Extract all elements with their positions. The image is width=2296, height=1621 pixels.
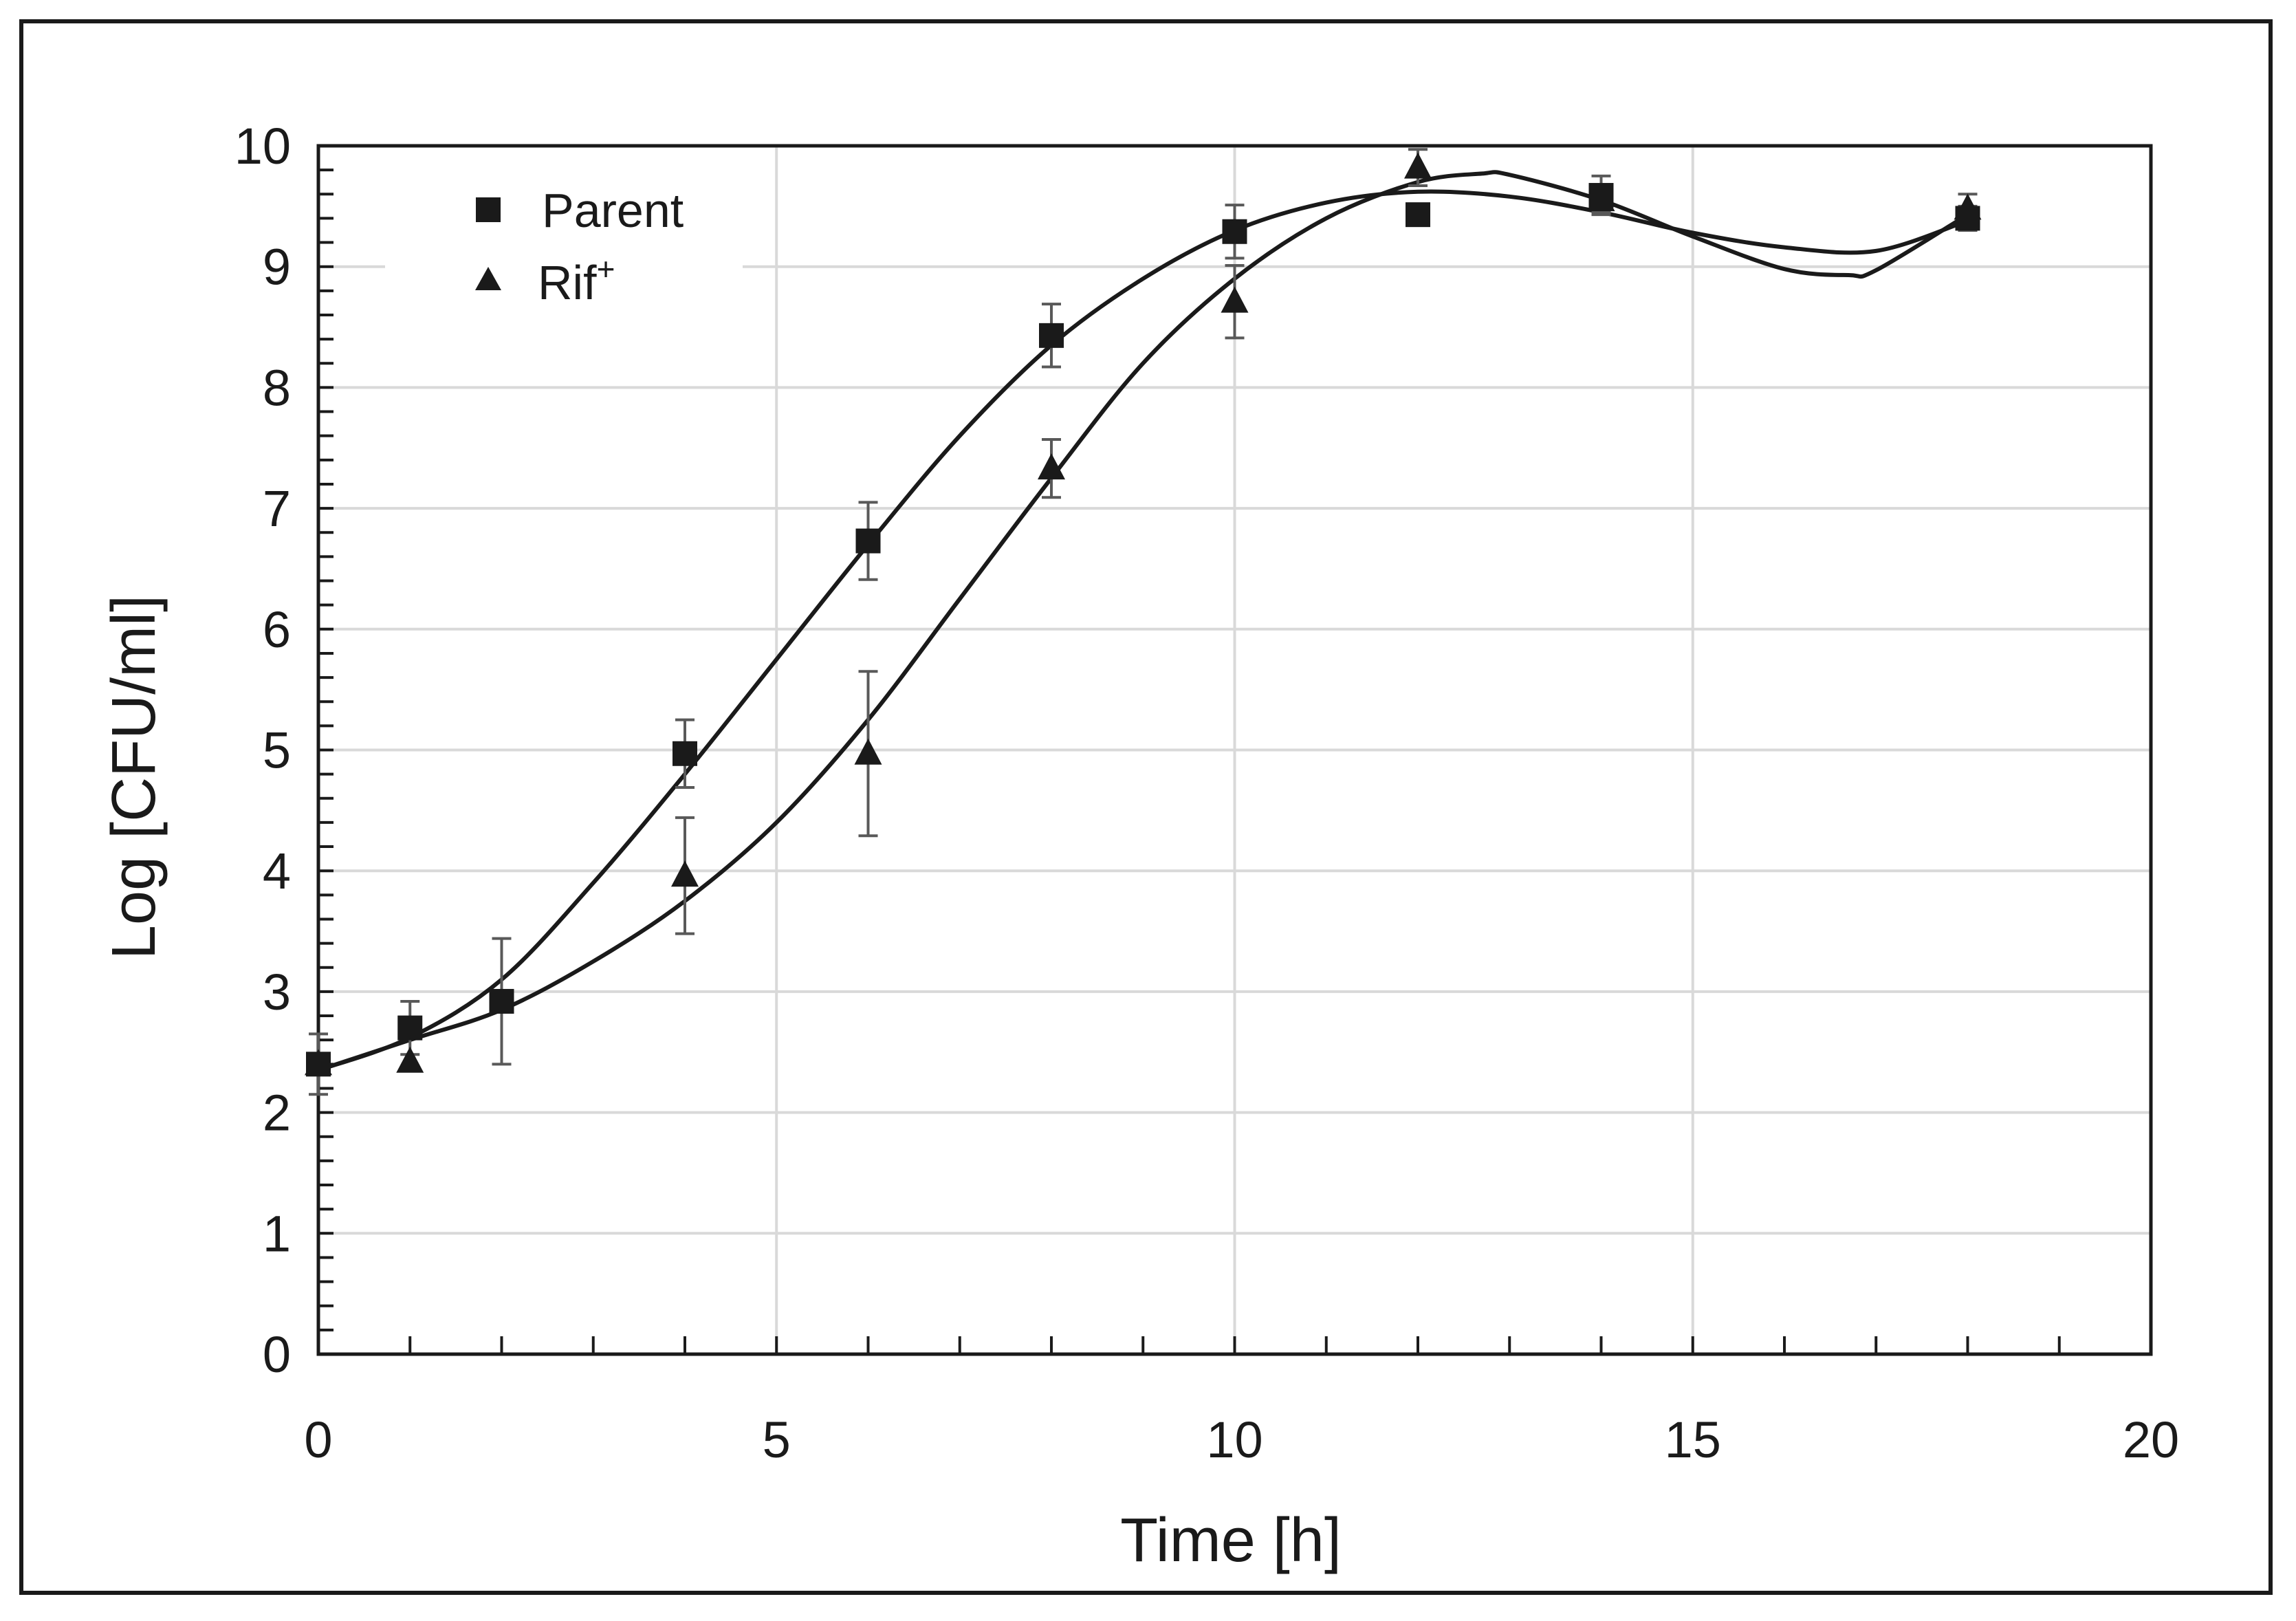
- fit-curve-rif: [318, 170, 1969, 1072]
- minor-ticks: [318, 168, 2061, 1354]
- data-point-rif-6: [854, 738, 882, 765]
- data-point-rif-12: [1404, 152, 1432, 179]
- legend-label-parent: Parent: [542, 184, 684, 237]
- x-tick-label-0: 0: [304, 1411, 332, 1468]
- legend-background: [385, 175, 743, 320]
- y-tick-label-0: 0: [263, 1326, 291, 1383]
- data-point-rif-4: [671, 860, 699, 887]
- y-tick-label-2: 2: [263, 1085, 291, 1142]
- legend-label-rif: Rif+: [538, 251, 615, 309]
- legend: Parent Rif+: [475, 184, 684, 309]
- y-tick-label-8: 8: [263, 359, 291, 416]
- data-point-rif-10: [1221, 286, 1249, 313]
- data-point-rif-1: [396, 1046, 424, 1073]
- grid-layer: [318, 146, 2151, 1354]
- fit-curve-parent: [317, 189, 1969, 1072]
- data-point-rif-14: [1587, 185, 1615, 212]
- data-point-parent-4: [673, 741, 697, 766]
- data-point-parent-10: [1222, 219, 1247, 244]
- y-tick-label-4: 4: [263, 842, 291, 900]
- legend-marker-parent-square: [476, 197, 501, 222]
- legend-label-rif-sup: +: [597, 251, 615, 287]
- x-tick-label-20: 20: [2123, 1411, 2179, 1468]
- y-tick-label-6: 6: [263, 601, 291, 658]
- y-tick-label-3: 3: [263, 964, 291, 1021]
- data-point-parent-12: [1406, 202, 1430, 228]
- data-markers: [305, 152, 1982, 1077]
- y-axis-title: Log [CFU/ml]: [100, 595, 168, 959]
- data-point-parent-6: [855, 528, 881, 554]
- fit-curves: [317, 170, 1969, 1072]
- y-tick-label-1: 1: [263, 1205, 291, 1262]
- data-point-rif-18: [1954, 193, 1982, 220]
- tick-labels: 0 1 2 3 4 5 6 7 8 9 10 0 5 10 15 20: [234, 118, 2179, 1468]
- x-tick-label-15: 15: [1665, 1411, 1721, 1468]
- data-point-parent-8: [1039, 323, 1064, 348]
- data-point-rif-0: [305, 1049, 332, 1076]
- x-tick-label-5: 5: [763, 1411, 791, 1468]
- y-tick-label-10: 10: [234, 118, 291, 175]
- legend-label-rif-name: Rif: [538, 256, 597, 309]
- data-point-rif-8: [1038, 453, 1065, 480]
- legend-marker-rif-triangle: [475, 267, 501, 290]
- y-tick-label-5: 5: [263, 722, 291, 779]
- y-tick-label-9: 9: [263, 239, 291, 296]
- x-axis-title: Time [h]: [1120, 1506, 1342, 1575]
- data-point-parent-1: [397, 1015, 423, 1041]
- data-point-parent-2: [489, 988, 514, 1014]
- x-tick-label-10: 10: [1206, 1411, 1262, 1468]
- y-tick-label-7: 7: [263, 480, 291, 537]
